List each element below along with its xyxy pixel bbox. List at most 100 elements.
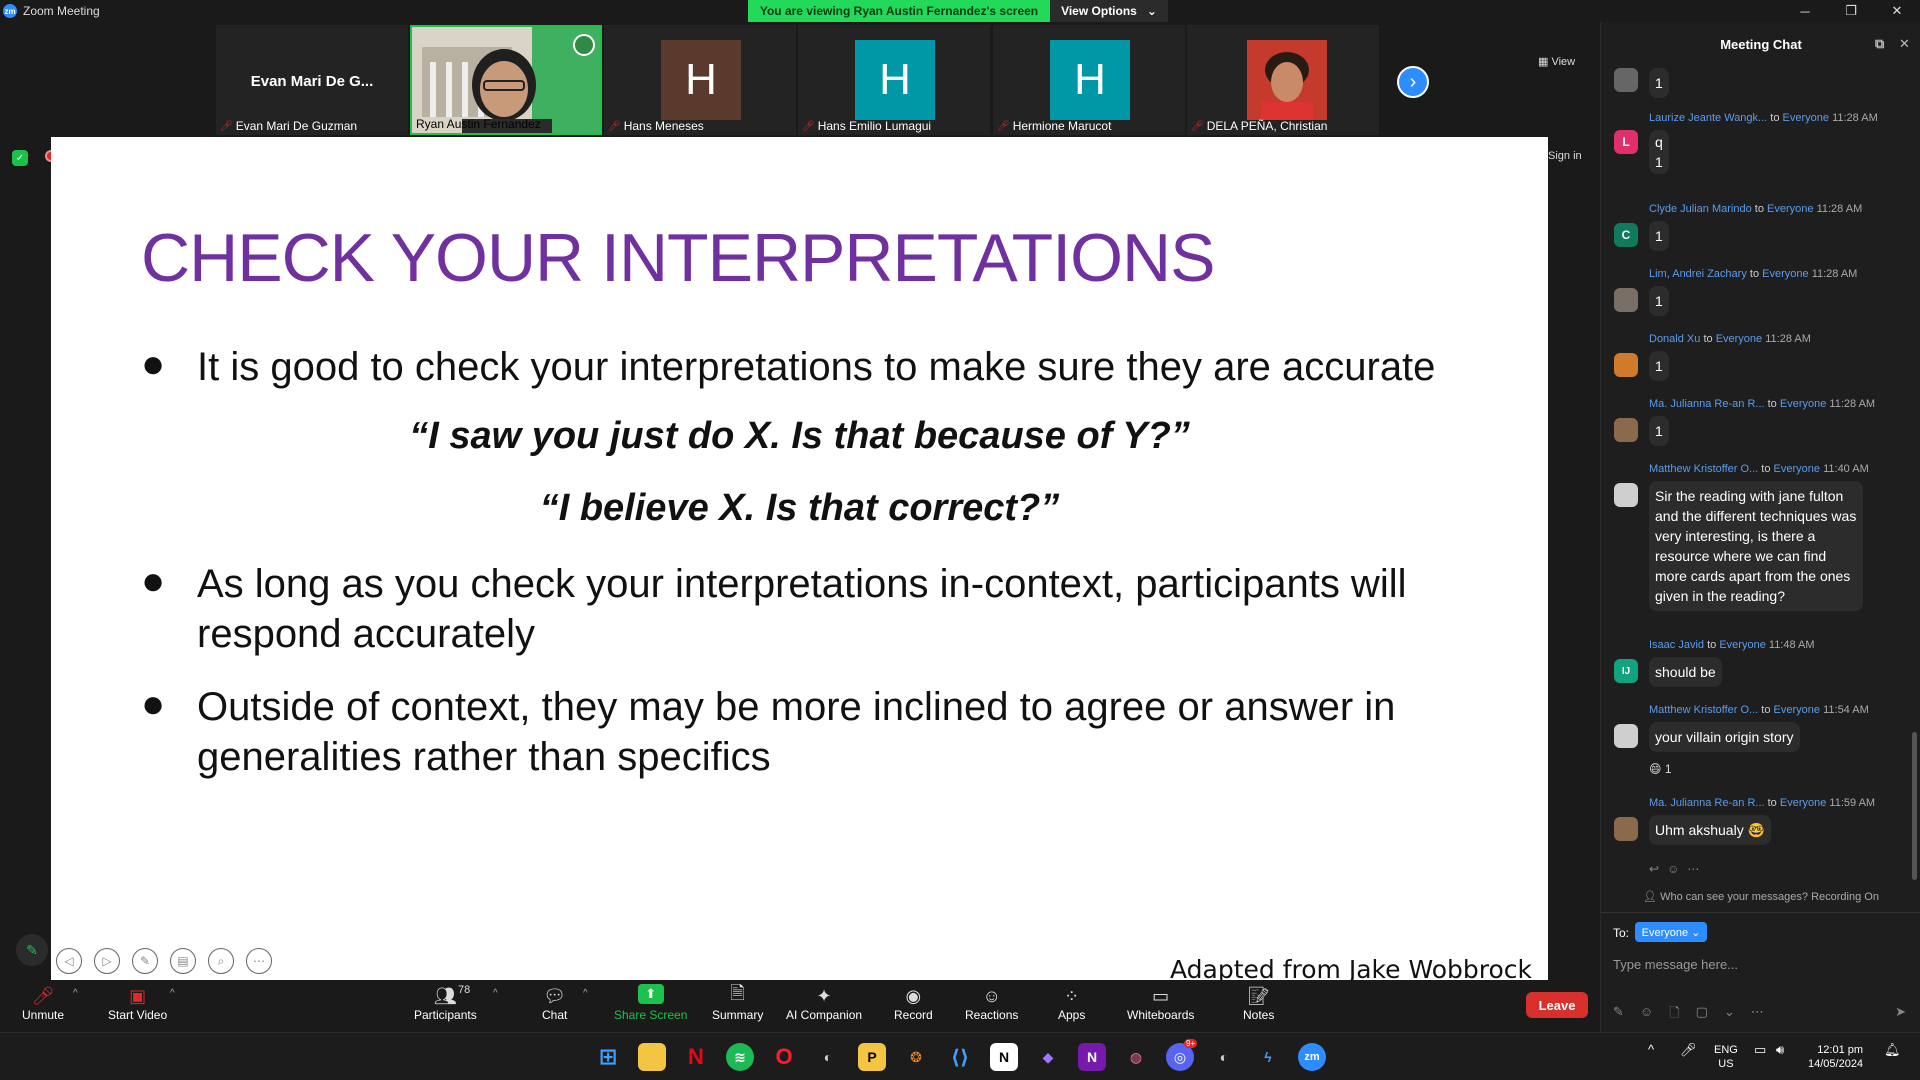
slide-quote: “I saw you just do X. Is that because of…	[409, 415, 1190, 457]
steam-icon[interactable]: ◐	[1219, 1049, 1229, 1065]
messenger-icon[interactable]: ϟ	[1264, 1049, 1272, 1065]
more-icon[interactable]: ⋯	[246, 948, 272, 974]
sign-in-link[interactable]: Sign in	[1548, 150, 1582, 162]
send-icon[interactable]: ➤	[1895, 1004, 1906, 1019]
ai-companion-button[interactable]: ✦ AI Companion	[786, 984, 862, 1023]
next-slide-icon[interactable]: ▷	[94, 948, 120, 974]
file-icon[interactable]: 🗋︎	[1669, 1005, 1680, 1020]
bullet-dot: ●	[141, 559, 166, 603]
previous-slide-icon[interactable]: ◁	[56, 948, 82, 974]
participant-tile[interactable]: H 🎤︎ Hans Meneses	[604, 25, 796, 135]
add-reaction-icon[interactable]: ☺	[1667, 862, 1680, 876]
close-icon[interactable]: ✕	[1899, 36, 1910, 51]
avatar	[1614, 288, 1638, 312]
notes-button[interactable]: 📝︎ Notes	[1243, 984, 1274, 1023]
participants-caret-icon[interactable]: ^	[493, 988, 498, 999]
share-screen-button[interactable]: ⬆ Share Screen	[614, 984, 687, 1022]
zoom-taskbar-icon[interactable]: zm	[1298, 1043, 1326, 1071]
notifications-bell-icon[interactable]: 🔔︎	[1884, 1042, 1901, 1057]
next-page-button[interactable]: ›	[1397, 66, 1429, 98]
sender-name[interactable]: Ma. Julianna Re-an R...	[1649, 797, 1765, 809]
video-options-caret-icon[interactable]: ^	[170, 988, 175, 999]
audio-options-caret-icon[interactable]: ^	[73, 988, 78, 999]
restore-button[interactable]: ❐	[1845, 3, 1857, 18]
app-icon[interactable]: ❂	[910, 1048, 922, 1065]
participant-tile[interactable]: Evan Mari De G... 🎤︎ Evan Mari De Guzman	[216, 25, 408, 135]
opera-icon[interactable]: O	[775, 1044, 793, 1069]
chat-scrollbar[interactable]	[1912, 732, 1917, 880]
sender-name[interactable]: Matthew Kristoffer O...	[1649, 704, 1759, 716]
reactions-button[interactable]: ☺ Reactions	[965, 984, 1018, 1023]
emoji-icon[interactable]: ☺	[1639, 1004, 1654, 1019]
onenote-icon[interactable]: N	[1078, 1043, 1106, 1071]
zoom-icon[interactable]: ⌕	[208, 948, 234, 974]
sender-name[interactable]: Donald Xu	[1649, 333, 1701, 345]
chat-caret-icon[interactable]: ^	[583, 988, 588, 999]
format-icon[interactable]: ✎	[1613, 1004, 1624, 1019]
sender-name[interactable]: Ma. Julianna Re-an R...	[1649, 398, 1765, 410]
emoji-reaction[interactable]: 😄 1	[1649, 762, 1672, 776]
summary-button[interactable]: 🗎︎ Summary	[712, 983, 763, 1022]
start-video-button[interactable]: ▣ Start Video	[108, 984, 167, 1023]
participant-tile[interactable]: H 🎤︎ Hermione Marucot	[993, 25, 1185, 135]
record-button[interactable]: ◉ Record	[894, 984, 933, 1023]
participant-avatar: H	[1050, 40, 1130, 120]
participants-button[interactable]: 👥︎ 78 Participants	[414, 984, 477, 1022]
chat-button[interactable]: 💬︎ Chat	[542, 984, 567, 1023]
microphone-icon[interactable]: 🎤︎	[1680, 1042, 1697, 1057]
more-icon[interactable]: ⋯	[1687, 862, 1700, 876]
annotate-pen-icon[interactable]: ✎	[16, 934, 48, 966]
screenshot-icon[interactable]: ▢	[1695, 1004, 1708, 1019]
apps-button[interactable]: ⁘ Apps	[1058, 984, 1085, 1023]
view-options-button[interactable]: View Options ⌄	[1050, 0, 1168, 22]
message-time: 11:28 AM	[1829, 398, 1876, 410]
leave-button[interactable]: Leave	[1526, 992, 1588, 1018]
sender-name[interactable]: Laurize Jeante Wangk...	[1649, 112, 1768, 124]
whiteboards-button[interactable]: ▭ Whiteboards	[1127, 984, 1194, 1023]
steam-icon[interactable]: ◐	[823, 1049, 833, 1065]
notion-icon[interactable]: N	[990, 1043, 1018, 1071]
slides-grid-icon[interactable]: ▤	[170, 948, 196, 974]
minimize-button[interactable]: ─	[1800, 3, 1810, 19]
chevron-down-icon[interactable]: ⌄	[1723, 1004, 1735, 1019]
vscode-icon[interactable]: ⟨⟩	[950, 1046, 970, 1069]
message-time: 11:28 AM	[1832, 112, 1878, 124]
more-icon[interactable]: ⋯	[1750, 1004, 1764, 1019]
sender-name[interactable]: Lim, Andrei Zachary	[1649, 268, 1747, 280]
to-word: to	[1770, 112, 1780, 124]
record-icon: ◉	[905, 985, 922, 1006]
view-button[interactable]: ▦ View	[1538, 55, 1575, 68]
app-icon[interactable]: P	[858, 1043, 886, 1071]
clock[interactable]: 12:01 pm 14/05/2024	[1808, 1043, 1863, 1071]
netflix-icon[interactable]: N	[688, 1044, 704, 1069]
network-icon[interactable]: ▭	[1754, 1042, 1767, 1057]
participant-tile[interactable]: H 🎤︎ Hans Emilio Lumagui	[798, 25, 990, 135]
volume-icon[interactable]: 🔊︎	[1776, 1042, 1785, 1057]
sender-name[interactable]: Clyde Julian Marindo	[1649, 203, 1752, 215]
app-icon[interactable]: ◆	[1042, 1048, 1054, 1065]
pen-icon[interactable]: ✎	[132, 948, 158, 974]
view-label: View	[1551, 56, 1576, 68]
popout-icon[interactable]: ⧉	[1875, 36, 1885, 51]
participant-tile[interactable]: 🎤︎ DELA PEÑA, Christian	[1187, 25, 1379, 135]
recipient: Everyone	[1782, 112, 1830, 124]
slide-credit: Adapted from Jake Wobbrock	[1170, 955, 1532, 984]
reply-icon[interactable]: ↩	[1649, 862, 1660, 876]
who-can-see-notice[interactable]: 👤︎ Who can see your messages? Recording …	[1601, 890, 1920, 903]
recipient-dropdown[interactable]: Everyone ⌄	[1635, 922, 1707, 942]
close-window-button[interactable]: ✕	[1891, 3, 1903, 18]
app-icon[interactable]: ◍	[1129, 1048, 1143, 1065]
participant-name: Ryan Austin Fernandez	[416, 117, 541, 131]
windows-start-icon[interactable]: ⊞	[598, 1044, 618, 1069]
encryption-shield-icon[interactable]: ✓	[12, 150, 28, 166]
unmute-button[interactable]: 🎤︎ Unmute	[22, 984, 64, 1023]
participant-tile-active-speaker[interactable]: Ryan Austin Fernandez	[410, 25, 602, 135]
sender-name[interactable]: Isaac Javid	[1649, 639, 1705, 651]
spotify-icon[interactable]: ≋	[726, 1043, 754, 1071]
chat-message-input[interactable]: Type message here...	[1613, 957, 1739, 972]
sender-name[interactable]: Matthew Kristoffer O...	[1649, 463, 1759, 475]
language-indicator[interactable]: ENG US	[1714, 1043, 1738, 1071]
recipient: Everyone	[1779, 398, 1827, 410]
chevron-up-icon[interactable]: ^	[1648, 1042, 1655, 1057]
file-explorer-icon[interactable]	[638, 1043, 666, 1071]
